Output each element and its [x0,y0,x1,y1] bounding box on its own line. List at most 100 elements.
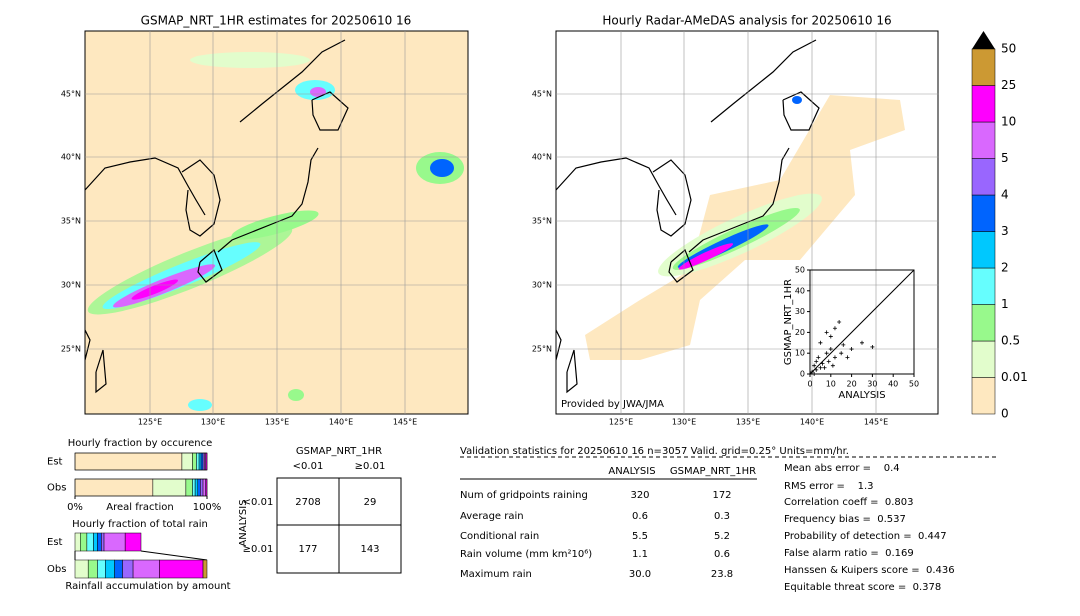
bar-segment [152,478,187,497]
score: False alarm ratio = 0.169 [784,548,914,559]
point [824,351,829,356]
point [820,361,825,366]
lat-label: 45°N [532,90,552,99]
bar-segment [97,532,102,552]
row-label: Obs [47,564,66,575]
lon-label: 130°E [201,418,225,427]
point [814,367,819,372]
colorbar-label: 1 [1001,297,1009,311]
y-tick-label: 0 [800,370,805,379]
left-map-title: GSMAP_NRT_1HR estimates for 20250610 16 [141,14,412,28]
colorbar-label: 5 [1001,151,1009,165]
lat-label: 40°N [61,153,81,162]
lon-label: 135°E [265,418,289,427]
bar-segment [200,478,204,497]
table-header: GSMAP_NRT_1HR [296,446,382,457]
stats-column: ANALYSIS [608,466,655,477]
score: Probability of detection = 0.447 [784,531,947,542]
stats-value: 0.6 [714,549,730,560]
lon-label: 125°E [609,418,633,427]
colorbar-label: 50 [1001,42,1016,56]
score: Correlation coeff = 0.803 [784,497,914,508]
colorbar-label: 3 [1001,224,1009,238]
point [832,355,837,360]
point [828,347,833,352]
row-label: Est [47,537,63,548]
y-axis-label: GSMAP_NRT_1HR [783,279,794,365]
bar-segment [124,532,142,552]
right-map-title: Hourly Radar-AMeDAS analysis for 2025061… [602,14,891,28]
stats-column: GSMAP_NRT_1HR [670,466,756,477]
column-label: ≥0.01 [355,461,386,472]
point [841,342,846,347]
scatter-frame [809,269,915,375]
point [810,369,815,374]
x-tick-label: 10 [826,380,836,389]
point [849,347,854,352]
point [818,365,823,370]
x-tick-label: 50 [909,380,919,389]
cell: 2708 [295,497,320,508]
colorbar-label: 0 [1001,407,1009,421]
row-header: ANALYSIS [238,499,249,546]
colorbar-segment [971,377,996,415]
bar-segment [74,452,183,471]
bar-segment [196,452,200,471]
stats-label: Rain volume (mm km²10⁶) [460,549,592,560]
lat-label: 30°N [61,281,81,290]
x-tick-label: 100% [193,502,222,513]
lat-label: 35°N [61,217,81,226]
bar-segment [185,478,193,497]
bar-segment [197,478,201,497]
colorbar-label: 2 [1001,261,1009,275]
left-map [85,31,468,414]
stats-title: Validation statistics for 20250610 16 n=… [460,446,849,457]
y-tick-label: 30 [795,307,805,316]
score: Hanssen & Kuipers score = 0.436 [784,565,955,576]
bar-segment [86,532,94,552]
lat-label: 35°N [532,217,552,226]
x-tick-label: 30 [867,380,877,389]
point [832,326,837,331]
colorbar-segment [971,121,996,159]
left-map-frame [84,30,469,415]
point [830,363,835,368]
bar-segment [200,452,204,471]
lon-label: 145°E [393,418,417,427]
bar-frame [74,478,208,497]
bar-segment [80,532,88,552]
lat-label: 25°N [61,345,81,354]
credit: Provided by JWA/JMA [561,399,664,410]
stats-value: 23.8 [711,569,733,580]
right-map-frame [555,30,939,415]
x-axis-label: Rainfall accumulation by amount [65,581,230,592]
point [818,340,823,345]
colorbar-segment [971,194,996,232]
bar-segment [103,532,126,552]
point [860,340,864,345]
stats-value: 1.1 [632,549,648,560]
stats-value: 172 [712,490,731,501]
contingency-table [276,477,402,574]
bar-segment [198,452,202,471]
y-tick-label: 50 [795,266,805,275]
point [845,355,850,360]
point [837,320,842,324]
y-tick-label: 20 [795,328,805,337]
bar-segment [122,559,134,579]
x-axis-label: ANALYSIS [838,390,885,401]
point [812,372,817,376]
bar-segment [114,559,123,579]
point [822,365,827,370]
chart-title: Hourly fraction of total rain [72,519,208,530]
score: Frequency bias = 0.537 [784,514,906,525]
point [824,330,829,335]
bar-segment [202,559,208,579]
lat-label: 45°N [61,90,81,99]
lon-label: 135°E [736,418,760,427]
stats-value: 320 [630,490,649,501]
row-label: Est [47,457,63,468]
point [870,344,875,349]
cell: 177 [298,544,317,555]
bar-segment [105,559,115,579]
